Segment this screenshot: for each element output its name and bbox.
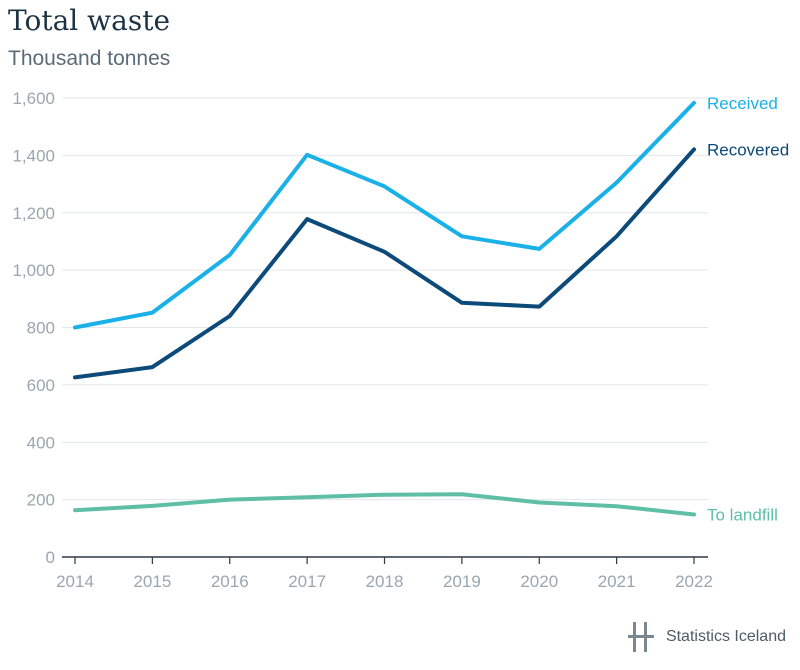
x-tick-label: 2017 — [288, 572, 326, 591]
series-line-to-landfill — [73, 492, 696, 517]
y-tick-label: 600 — [27, 376, 55, 395]
series-label: Received — [707, 94, 778, 113]
series-lines — [73, 100, 696, 517]
x-tick-label: 2014 — [56, 572, 94, 591]
chart-subtitle: Thousand tonnes — [8, 47, 171, 70]
gridlines — [62, 97, 708, 501]
series-label: To landfill — [707, 506, 778, 525]
series-label: Recovered — [707, 140, 789, 159]
chart-title: Total waste — [8, 4, 171, 37]
y-axis-ticks: 0 200 400 600 800 1,000 1,200 1,400 1,600 — [12, 89, 55, 567]
x-tick-label: 2019 — [443, 572, 481, 591]
x-tick-label: 2021 — [598, 572, 636, 591]
x-tick-label: 2018 — [366, 572, 404, 591]
footer: Statistics Iceland — [626, 620, 786, 654]
y-tick-label: 200 — [27, 491, 55, 510]
y-tick-label: 0 — [46, 548, 55, 567]
x-tick-label: 2022 — [675, 572, 713, 591]
x-tick-label: 2020 — [520, 572, 558, 591]
y-tick-label: 400 — [27, 433, 55, 452]
y-tick-label: 800 — [27, 319, 55, 338]
y-tick-label: 1,000 — [12, 261, 55, 280]
y-tick-label: 1,600 — [12, 89, 55, 108]
series-labels: Received Recovered To landfill — [707, 94, 789, 525]
x-axis: 2014 2015 2016 2017 2018 2019 2020 2021 2022 — [56, 556, 713, 591]
x-tick-label: 2016 — [211, 572, 249, 591]
source-label: Statistics Iceland — [665, 628, 786, 645]
y-tick-label: 1,200 — [12, 204, 55, 223]
x-tick-label: 2015 — [133, 572, 171, 591]
series-line-received — [73, 100, 696, 330]
series-line-recovered — [73, 147, 696, 380]
y-tick-label: 1,400 — [12, 146, 55, 165]
statistics-iceland-logo-icon — [627, 622, 654, 652]
